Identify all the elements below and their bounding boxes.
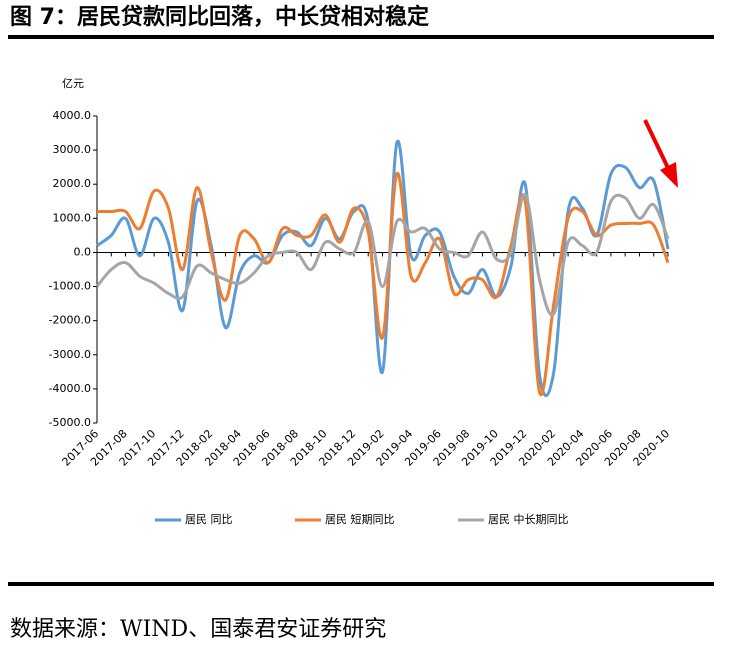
source-rule <box>8 582 714 586</box>
y-axis-label: 亿元 <box>62 77 84 90</box>
arrow-head <box>660 162 678 188</box>
title-rule <box>8 35 714 39</box>
y-tick-label: -4000.0 <box>49 382 91 395</box>
arrow <box>643 119 670 169</box>
legend-label: 居民 中长期同比 <box>488 513 569 526</box>
y-tick-label: 0.0 <box>74 245 92 258</box>
y-tick-label: -3000.0 <box>49 348 91 361</box>
y-tick-label: 2000.0 <box>53 177 92 190</box>
y-tick-label: -2000.0 <box>49 314 91 327</box>
y-tick-label: 3000.0 <box>53 143 92 156</box>
source: 数据来源：WIND、国泰君安证券研究 <box>10 617 386 642</box>
chart-title: 图 7：居民贷款同比回落，中长贷相对稳定 <box>10 4 429 30</box>
y-tick-label: 1000.0 <box>53 211 92 224</box>
y-tick-label: -5000.0 <box>49 416 91 429</box>
y-tick-label: -1000.0 <box>49 280 91 293</box>
legend-label: 居民 同比 <box>185 513 233 526</box>
legend-label: 居民 短期同比 <box>325 512 395 526</box>
y-tick-label: 4000.0 <box>53 109 92 122</box>
series-line <box>95 192 670 317</box>
